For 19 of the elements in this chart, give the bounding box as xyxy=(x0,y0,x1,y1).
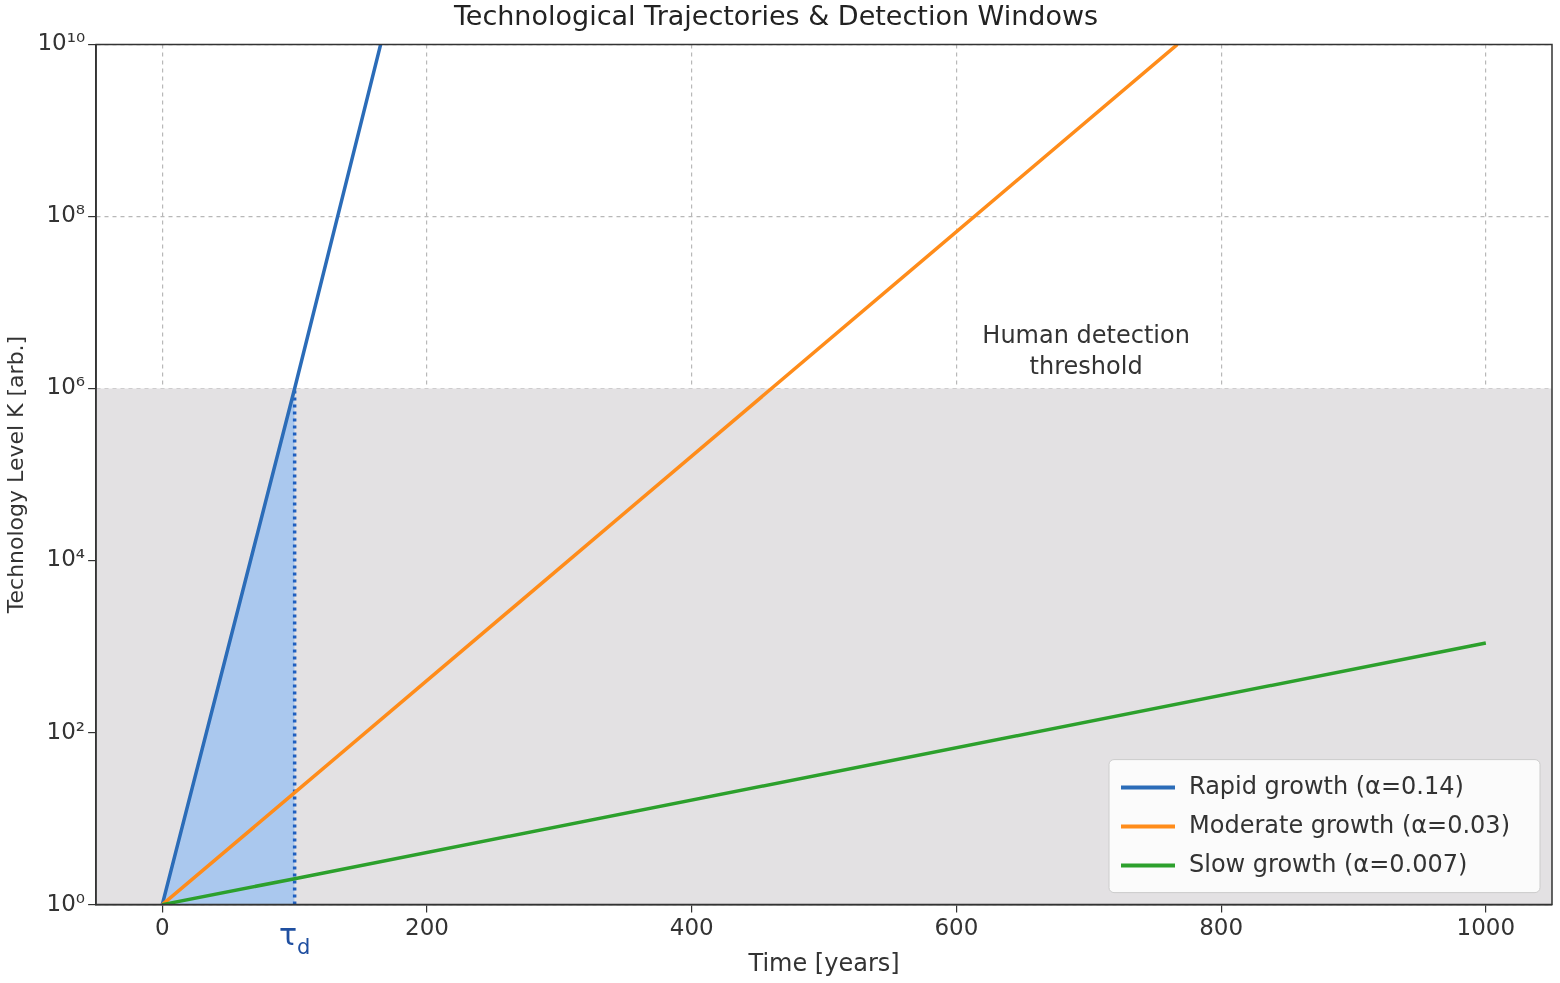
legend-label: Slow growth (α=0.007) xyxy=(1189,849,1468,878)
x-tick-label: 0 xyxy=(154,914,170,941)
legend-label: Rapid growth (α=0.14) xyxy=(1189,771,1464,800)
y-tick-label: 10⁴ xyxy=(46,545,86,572)
y-tick-label: 10⁰ xyxy=(46,889,86,916)
chart-title: Technological Trajectories & Detection Windows xyxy=(452,0,1099,32)
y-axis-title: Technology Level K [arb.] xyxy=(2,335,28,615)
x-axis-title: Time [years] xyxy=(747,948,900,977)
y-tick-label: 10² xyxy=(46,717,86,744)
x-tick-label: 600 xyxy=(934,914,979,941)
y-tick-label: 10⁸ xyxy=(46,201,86,228)
legend-label: Moderate growth (α=0.03) xyxy=(1189,810,1510,839)
y-tick-label: 10⁶ xyxy=(46,373,86,400)
x-tick-label: 400 xyxy=(669,914,714,941)
x-tick-label: 800 xyxy=(1199,914,1244,941)
x-tick-label: 1000 xyxy=(1456,914,1516,941)
y-tick-label: 10¹⁰ xyxy=(37,29,86,56)
x-tick-label: 200 xyxy=(405,914,449,941)
band-label: Human detection threshold xyxy=(982,321,1190,381)
